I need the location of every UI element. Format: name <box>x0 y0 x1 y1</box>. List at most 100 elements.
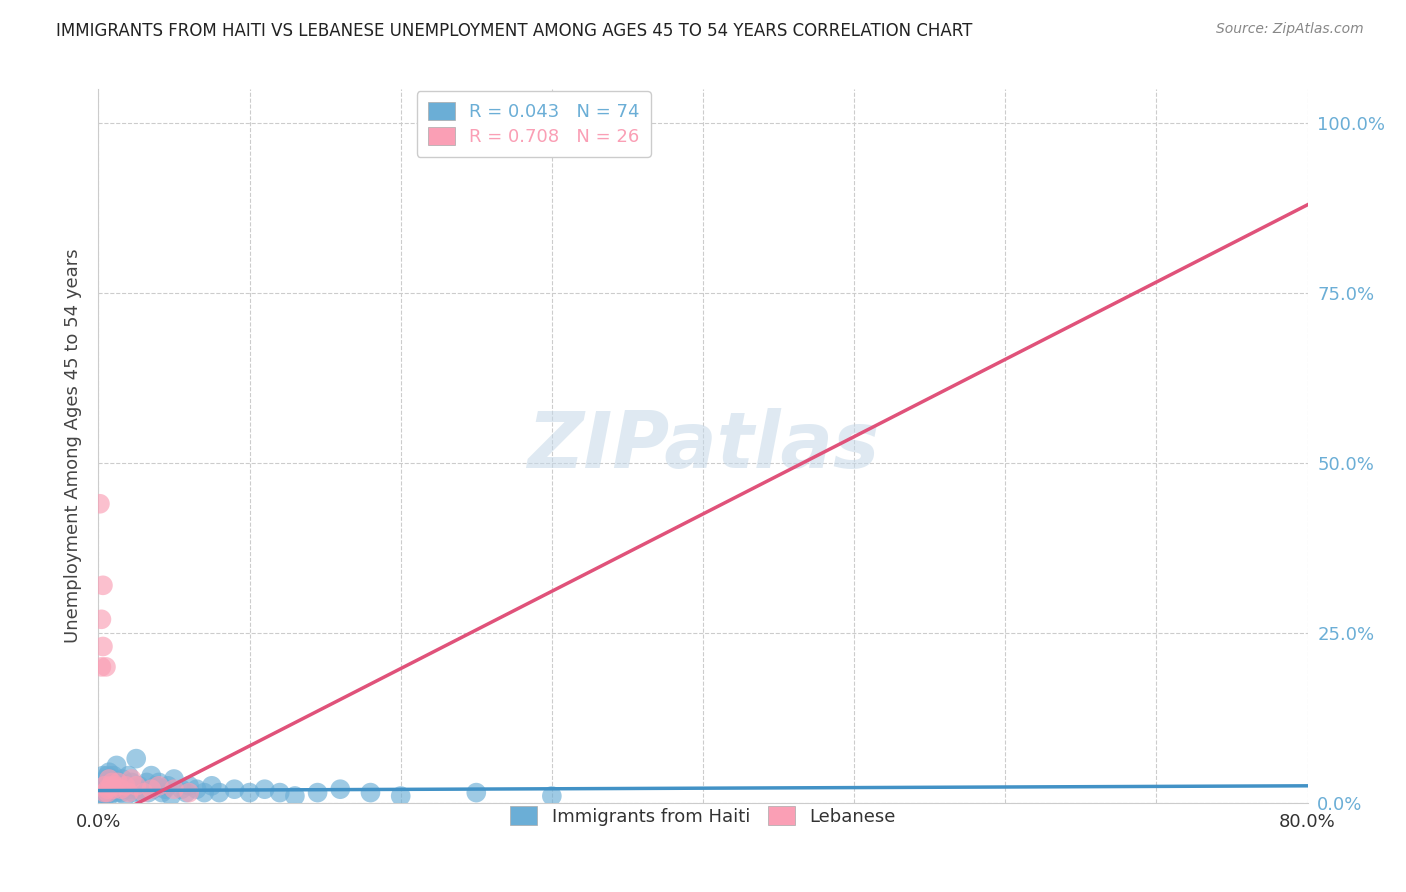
Point <box>110 782 132 797</box>
Point <box>160 789 183 803</box>
Point <box>103 769 125 783</box>
Point <box>110 786 132 800</box>
Point <box>129 786 152 800</box>
Point <box>98 779 121 793</box>
Point <box>465 786 488 800</box>
Point <box>101 775 124 789</box>
Point <box>201 779 224 793</box>
Point <box>239 786 262 800</box>
Point <box>141 782 163 797</box>
Point <box>114 779 136 793</box>
Point <box>136 786 159 800</box>
Point <box>179 786 201 800</box>
Point <box>153 782 176 797</box>
Point <box>90 775 112 789</box>
Legend: Immigrants from Haiti, Lebanese: Immigrants from Haiti, Lebanese <box>499 796 907 837</box>
Point <box>91 782 114 797</box>
Point <box>132 786 155 800</box>
Point <box>125 751 148 765</box>
Point <box>253 782 276 797</box>
Point <box>98 789 121 803</box>
Point <box>156 779 179 793</box>
Point <box>163 772 186 786</box>
Point <box>103 782 125 797</box>
Point <box>150 786 173 800</box>
Point <box>90 660 112 674</box>
Point <box>93 786 115 800</box>
Point <box>100 775 122 789</box>
Point <box>179 779 201 793</box>
Point <box>284 789 307 803</box>
Point <box>90 789 112 803</box>
Point <box>170 782 193 797</box>
Point <box>112 782 135 797</box>
Point <box>148 775 170 789</box>
Point <box>118 769 141 783</box>
Point <box>107 782 129 797</box>
Point <box>121 772 143 786</box>
Point <box>128 779 150 793</box>
Point <box>94 779 117 793</box>
Point <box>96 769 118 783</box>
Point <box>90 612 112 626</box>
Point <box>105 786 128 800</box>
Point <box>110 779 132 793</box>
Point <box>91 640 114 654</box>
Point <box>101 772 124 786</box>
Point <box>186 782 208 797</box>
Text: Source: ZipAtlas.com: Source: ZipAtlas.com <box>1216 22 1364 37</box>
Point <box>89 782 111 797</box>
Point <box>91 578 114 592</box>
Point <box>174 786 197 800</box>
Point <box>104 779 127 793</box>
Point <box>96 786 118 800</box>
Point <box>114 789 136 803</box>
Point <box>135 775 157 789</box>
Point <box>96 782 118 797</box>
Point <box>269 786 291 800</box>
Point <box>94 789 117 803</box>
Y-axis label: Unemployment Among Ages 45 to 54 years: Unemployment Among Ages 45 to 54 years <box>63 249 82 643</box>
Point <box>101 786 124 800</box>
Point <box>163 782 186 797</box>
Point <box>114 779 136 793</box>
Point <box>122 786 145 800</box>
Point <box>107 775 129 789</box>
Point <box>389 789 412 803</box>
Point <box>142 782 165 797</box>
Point <box>111 772 134 786</box>
Point <box>132 782 155 797</box>
Point <box>121 775 143 789</box>
Point <box>93 786 115 800</box>
Point <box>118 786 141 800</box>
Point <box>93 779 115 793</box>
Point <box>360 786 382 800</box>
Point <box>145 779 167 793</box>
Point <box>208 786 231 800</box>
Point <box>91 769 114 783</box>
Point <box>540 789 562 803</box>
Point <box>104 779 127 793</box>
Point <box>103 782 125 797</box>
Text: ZIPatlas: ZIPatlas <box>527 408 879 484</box>
Point <box>96 782 118 797</box>
Point <box>93 775 115 789</box>
Point <box>100 782 122 797</box>
Point <box>94 772 117 786</box>
Point <box>193 786 215 800</box>
Point <box>100 779 122 793</box>
Text: IMMIGRANTS FROM HAITI VS LEBANESE UNEMPLOYMENT AMONG AGES 45 TO 54 YEARS CORRELA: IMMIGRANTS FROM HAITI VS LEBANESE UNEMPL… <box>56 22 973 40</box>
Point <box>91 789 114 803</box>
Point <box>98 772 121 786</box>
Point <box>108 775 131 789</box>
Point <box>329 782 352 797</box>
Point <box>89 497 111 511</box>
Point <box>125 779 148 793</box>
Point <box>94 782 117 797</box>
Point <box>120 782 142 797</box>
Point <box>127 782 149 797</box>
Point <box>93 782 115 797</box>
Point <box>105 758 128 772</box>
Point <box>96 786 118 800</box>
Point <box>141 769 163 783</box>
